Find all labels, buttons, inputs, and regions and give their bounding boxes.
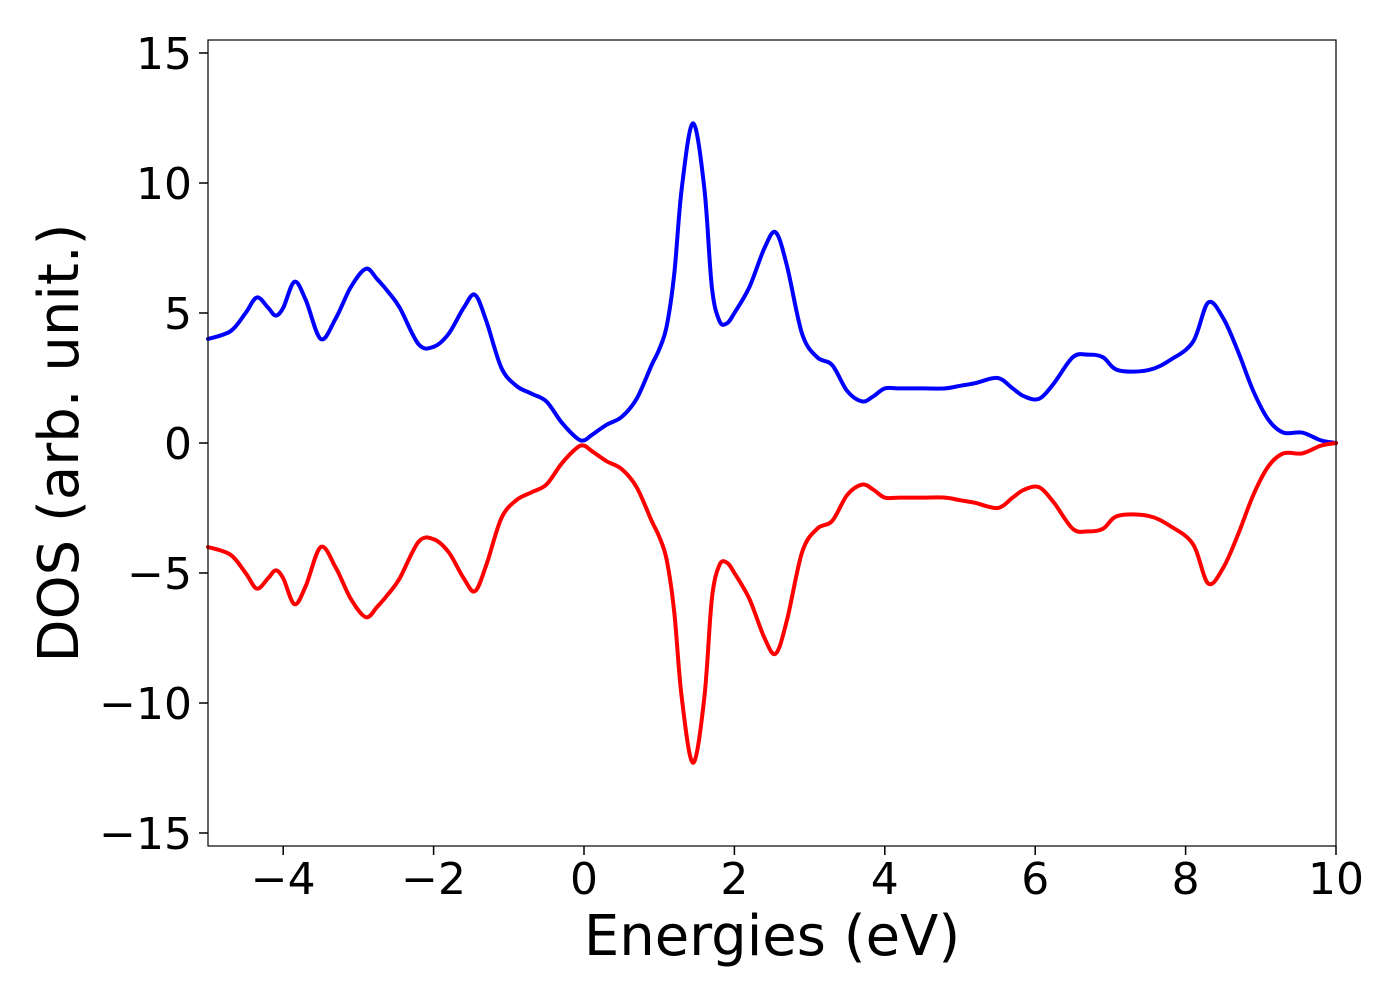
y-tick-label: 10 — [136, 159, 192, 210]
y-tick-label: 0 — [164, 419, 192, 470]
x-tick-label: −2 — [401, 854, 466, 905]
x-tick-label: 6 — [1021, 854, 1049, 905]
ticks-layer: −4 −2 0 2 4 6 8 10 −15 −10 −5 0 5 10 15 — [99, 29, 1364, 905]
y-tick-label: 5 — [164, 289, 192, 340]
x-tick-label: 0 — [570, 854, 598, 905]
x-tick-label: −4 — [251, 854, 316, 905]
x-axis-label: Energies (eV) — [584, 904, 960, 969]
dos-series-blue-line — [206, 121, 1338, 445]
dos-series-red-line — [206, 441, 1338, 765]
x-tick-label: 10 — [1308, 854, 1364, 905]
series-layer — [206, 121, 1338, 765]
x-tick-label: 8 — [1172, 854, 1200, 905]
y-axis-label: DOS (arb. unit.) — [27, 223, 92, 662]
y-tick-label: −5 — [127, 549, 192, 600]
x-tick-label: 4 — [871, 854, 899, 905]
y-tick-label: −10 — [99, 679, 192, 730]
x-tick-label: 2 — [720, 854, 748, 905]
y-tick-label: 15 — [136, 29, 192, 80]
y-tick-label: −15 — [99, 809, 192, 860]
plot-frame — [207, 39, 1337, 847]
